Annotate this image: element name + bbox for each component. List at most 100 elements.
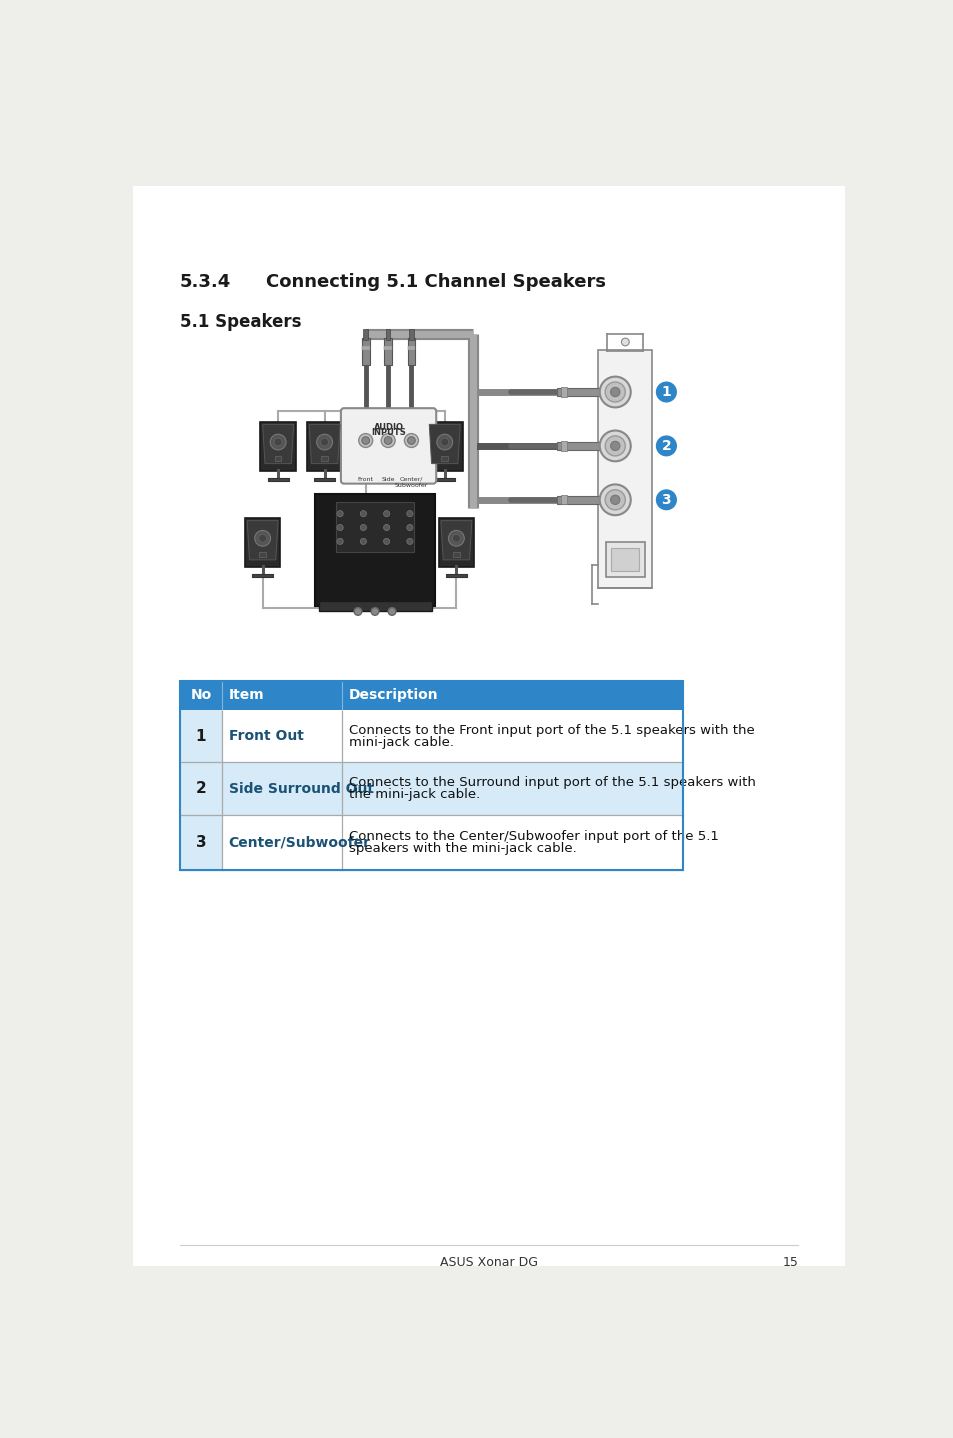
Circle shape: [406, 510, 413, 516]
Bar: [252, 574, 273, 577]
Circle shape: [604, 490, 624, 510]
Text: Side: Side: [381, 477, 395, 482]
Bar: [179, 815, 682, 870]
Polygon shape: [440, 521, 472, 559]
Bar: [179, 762, 682, 815]
Circle shape: [604, 436, 624, 456]
Circle shape: [404, 434, 418, 447]
Bar: [361, 345, 369, 349]
Circle shape: [316, 434, 333, 450]
Circle shape: [383, 525, 390, 531]
Bar: [441, 456, 448, 462]
Text: Front: Front: [357, 477, 374, 482]
Circle shape: [360, 525, 366, 531]
Circle shape: [320, 439, 328, 446]
Text: Description: Description: [348, 689, 437, 702]
Circle shape: [388, 608, 395, 615]
Circle shape: [654, 489, 678, 512]
Bar: [557, 496, 599, 503]
Circle shape: [371, 608, 378, 615]
Circle shape: [604, 383, 624, 403]
Bar: [267, 477, 289, 480]
Polygon shape: [429, 424, 459, 463]
Circle shape: [654, 434, 678, 457]
Bar: [407, 338, 415, 365]
Circle shape: [254, 531, 271, 546]
Text: speakers with the mini-jack cable.: speakers with the mini-jack cable.: [348, 843, 576, 856]
Circle shape: [354, 608, 361, 615]
Bar: [179, 680, 682, 710]
Bar: [385, 329, 390, 339]
Circle shape: [360, 510, 366, 516]
Text: Center/
Subwoofer: Center/ Subwoofer: [395, 477, 428, 487]
Bar: [363, 329, 368, 339]
Circle shape: [258, 535, 266, 542]
Text: Connecting 5.1 Channel Speakers: Connecting 5.1 Channel Speakers: [266, 273, 606, 290]
Bar: [179, 815, 222, 870]
Bar: [245, 518, 280, 567]
Text: Item: Item: [229, 689, 264, 702]
Circle shape: [599, 430, 630, 462]
Circle shape: [610, 441, 619, 450]
Polygon shape: [309, 424, 340, 463]
Polygon shape: [247, 521, 278, 559]
Circle shape: [406, 525, 413, 531]
Circle shape: [407, 437, 415, 444]
Circle shape: [336, 525, 343, 531]
Text: 1: 1: [195, 729, 206, 743]
Text: Center/Subwoofer: Center/Subwoofer: [229, 835, 370, 850]
Bar: [438, 518, 474, 567]
Polygon shape: [262, 424, 294, 463]
Bar: [560, 387, 567, 397]
Bar: [321, 456, 328, 462]
Circle shape: [270, 434, 286, 450]
Bar: [560, 441, 567, 450]
Bar: [384, 345, 392, 349]
Circle shape: [360, 538, 366, 545]
Bar: [611, 548, 639, 571]
Bar: [314, 477, 335, 480]
Bar: [409, 329, 414, 339]
Bar: [407, 345, 415, 349]
Circle shape: [336, 538, 343, 545]
Circle shape: [336, 510, 343, 516]
Bar: [384, 338, 392, 365]
Text: 3: 3: [660, 493, 671, 506]
Circle shape: [436, 434, 452, 450]
Bar: [557, 388, 599, 395]
Text: 3: 3: [195, 835, 206, 850]
Circle shape: [654, 381, 678, 404]
Text: 5.1 Speakers: 5.1 Speakers: [179, 313, 301, 332]
Bar: [605, 542, 644, 577]
Circle shape: [381, 434, 395, 447]
Bar: [179, 762, 222, 815]
Circle shape: [610, 495, 619, 505]
Bar: [427, 421, 462, 470]
Text: Connects to the Surround input port of the 5.1 speakers with: Connects to the Surround input port of t…: [348, 777, 755, 789]
Text: 5.3.4: 5.3.4: [179, 273, 231, 290]
Bar: [453, 552, 459, 558]
Text: Connects to the Front input port of the 5.1 speakers with the: Connects to the Front input port of the …: [348, 723, 754, 736]
Text: No: No: [191, 689, 212, 702]
FancyBboxPatch shape: [340, 408, 436, 483]
Text: Side Surround Out: Side Surround Out: [229, 782, 374, 795]
Text: the mini-jack cable.: the mini-jack cable.: [348, 788, 479, 801]
Circle shape: [358, 434, 373, 447]
Circle shape: [452, 535, 460, 542]
Circle shape: [599, 485, 630, 515]
Bar: [179, 710, 682, 762]
Circle shape: [610, 387, 619, 397]
Text: Front Out: Front Out: [229, 729, 303, 743]
Bar: [445, 574, 466, 577]
Text: AUDIO: AUDIO: [374, 423, 403, 431]
Circle shape: [361, 437, 369, 444]
Bar: [307, 421, 342, 470]
Bar: [179, 710, 222, 762]
Bar: [260, 421, 295, 470]
Text: ASUS Xonar DG: ASUS Xonar DG: [439, 1255, 537, 1268]
Text: 15: 15: [781, 1255, 798, 1268]
Bar: [315, 495, 435, 605]
Bar: [335, 502, 414, 552]
Text: INPUTS: INPUTS: [371, 429, 406, 437]
Circle shape: [406, 538, 413, 545]
